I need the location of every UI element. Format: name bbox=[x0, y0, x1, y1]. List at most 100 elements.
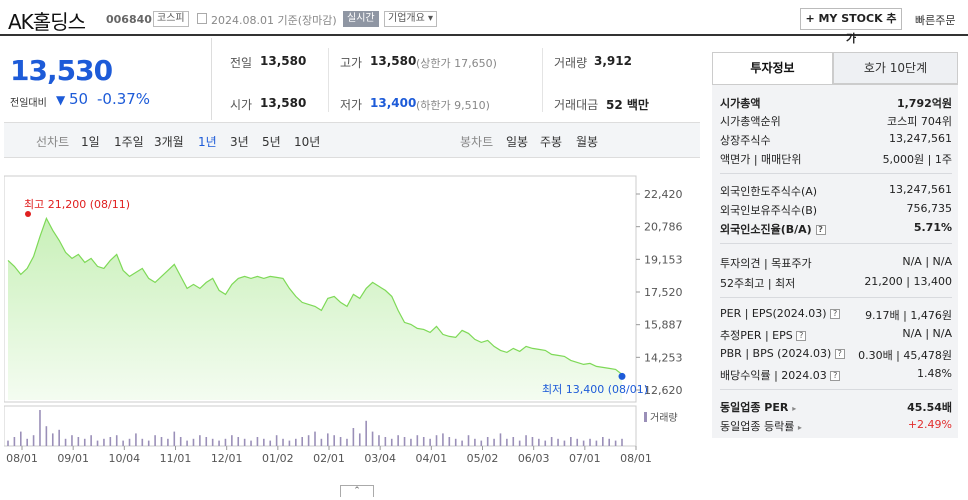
y-tick-label: 14,253 bbox=[644, 351, 683, 364]
prev-label: 전일 bbox=[230, 56, 253, 70]
right-panel: 투자정보 호가 10단계 시가총액 1,792억원 시가총액순위 코스피 704… bbox=[706, 38, 964, 500]
date-value: 2024.08.01 bbox=[211, 14, 274, 27]
y-tick-label: 22,420 bbox=[644, 188, 683, 201]
candle-weekly[interactable]: 주봉 bbox=[540, 135, 563, 149]
row-shares: 상장주식수 13,247,561 bbox=[720, 132, 952, 150]
row-market-cap: 시가총액 1,792억원 bbox=[720, 95, 952, 113]
industry-rate-text: 동일업종 등락률 bbox=[720, 420, 795, 433]
y-tick-label: 20,786 bbox=[644, 221, 683, 234]
row-pbr: PBR | BPS (2024.03) ? 0.30배 | 45,478원 bbox=[720, 347, 952, 365]
period-selector: 선차트 1일 1주일 3개월 1년 3년 5년 10년 봉차트 일봉 주봉 월봉 bbox=[4, 122, 700, 158]
period-1w[interactable]: 1주일 bbox=[114, 135, 144, 149]
industry-per-label[interactable]: 동일업종 PER ▸ bbox=[720, 399, 796, 415]
x-tick-label: 03/04 bbox=[364, 452, 396, 465]
period-1d[interactable]: 1일 bbox=[81, 135, 100, 149]
foreign-limit-label: 외국인한도주식수(A) bbox=[720, 185, 818, 198]
week52-value: 21,200 | 13,400 bbox=[864, 275, 952, 288]
x-tick-label: 12/01 bbox=[211, 452, 243, 465]
line-chart-label: 선차트 bbox=[36, 135, 70, 149]
est-per-value: N/A | N/A bbox=[902, 327, 952, 340]
upper-limit: (상한가 17,650) bbox=[416, 57, 497, 70]
industry-rate-label[interactable]: 동일업종 등락률 ▸ bbox=[720, 418, 802, 434]
period-1y[interactable]: 1년 bbox=[198, 135, 217, 149]
open-value: 13,580 bbox=[260, 96, 307, 110]
est-per-text: 추정PER | EPS bbox=[720, 329, 793, 342]
row-52week: 52주최고 | 최저 21,200 | 13,400 bbox=[720, 275, 952, 293]
x-tick-label: 07/01 bbox=[569, 452, 601, 465]
price-summary: 13,530 전일대비 ▼ 50 -0.37% bbox=[4, 38, 212, 120]
shares-value: 13,247,561 bbox=[889, 132, 952, 145]
period-3y[interactable]: 3년 bbox=[230, 135, 249, 149]
divider bbox=[720, 297, 952, 298]
period-10y[interactable]: 10년 bbox=[294, 135, 321, 149]
help-icon[interactable]: ? bbox=[815, 225, 826, 235]
volume-value: 3,912 bbox=[594, 54, 632, 68]
rank-value: 코스피 704위 bbox=[887, 115, 952, 128]
row-foreign-hold: 외국인보유주식수(B) 756,735 bbox=[720, 202, 952, 220]
y-tick-label: 15,887 bbox=[644, 319, 683, 332]
row-dividend: 배당수익률 | 2024.03 ? 1.48% bbox=[720, 367, 952, 385]
low-marker bbox=[618, 372, 626, 380]
help-icon[interactable]: ? bbox=[834, 349, 845, 359]
volume-legend-label: 거래량 bbox=[650, 412, 678, 424]
x-tick-label: 08/01 bbox=[6, 452, 38, 465]
x-tick-label: 01/02 bbox=[262, 452, 294, 465]
par-value: 5,000원 | 1주 bbox=[882, 153, 952, 166]
candle-chart-label: 봉차트 bbox=[460, 135, 494, 149]
realtime-badge[interactable]: 실시간 bbox=[343, 11, 379, 27]
tab-hoga[interactable]: 호가 10단계 bbox=[833, 52, 958, 84]
candle-daily[interactable]: 일봉 bbox=[506, 135, 529, 149]
candle-monthly[interactable]: 월봉 bbox=[576, 135, 599, 149]
rank-label: 시가총액순위 bbox=[720, 115, 781, 128]
down-arrow-icon: ▼ bbox=[56, 93, 66, 107]
help-icon[interactable]: ? bbox=[796, 331, 807, 341]
add-my-stock-button[interactable]: + MY STOCK 추가 bbox=[800, 8, 902, 45]
quote-grid: 전일 13,580 시가 13,580 고가 13,580 (상한가 17,65… bbox=[212, 38, 702, 122]
price-chart[interactable]: 22,420 20,786 19,153 17,520 15,887 14,253 12,6… bbox=[4, 158, 700, 500]
row-industry-rate: 동일업종 등락률 ▸ +2.49% bbox=[720, 418, 952, 436]
company-overview-button[interactable]: 기업개요 ▾ bbox=[384, 11, 438, 27]
par-label: 액면가 | 매매단위 bbox=[720, 153, 802, 166]
pbr-label: PBR | BPS (2024.03) ? bbox=[720, 347, 845, 360]
volume-legend-swatch bbox=[644, 412, 647, 422]
high-label: 최고 21,200 (08/11) bbox=[24, 198, 130, 211]
period-5y[interactable]: 5년 bbox=[262, 135, 281, 149]
amount-label: 거래대금 bbox=[554, 98, 599, 112]
high-label: 고가 bbox=[340, 56, 363, 70]
stock-code: 006840 bbox=[106, 13, 152, 26]
tab-invest-info[interactable]: 투자정보 bbox=[712, 52, 833, 84]
chevron-up-icon[interactable]: ⌃ bbox=[340, 485, 374, 497]
row-industry-per: 동일업종 PER ▸ 45.54배 bbox=[720, 399, 952, 417]
stock-name: AK홀딩스 bbox=[8, 10, 86, 34]
x-tick-label: 11/01 bbox=[160, 452, 192, 465]
date-text: 2024.08.01 기준(장마감) bbox=[211, 12, 337, 28]
row-est-per: 추정PER | EPS ? N/A | N/A bbox=[720, 327, 952, 345]
chevron-right-icon: ▸ bbox=[797, 423, 802, 432]
current-price: 13,530 bbox=[10, 54, 113, 87]
period-3m[interactable]: 3개월 bbox=[154, 135, 184, 149]
per-value: 9.17배 | 1,476원 bbox=[865, 309, 952, 322]
industry-per-value: 45.54배 bbox=[907, 401, 952, 414]
price-area bbox=[8, 218, 622, 400]
opinion-value: N/A | N/A bbox=[902, 255, 952, 268]
x-tick-label: 04/01 bbox=[415, 452, 447, 465]
opinion-label: 투자의견 | 목표주가 bbox=[720, 257, 812, 270]
pbr-value: 0.30배 | 45,478원 bbox=[858, 349, 952, 362]
row-per: PER | EPS(2024.03) ? 9.17배 | 1,476원 bbox=[720, 307, 952, 325]
help-icon[interactable]: ? bbox=[830, 309, 841, 319]
pbr-text: PBR | BPS (2024.03) bbox=[720, 347, 832, 360]
divider bbox=[720, 243, 952, 244]
week52-label: 52주최고 | 최저 bbox=[720, 277, 796, 290]
price-chart-svg: 22,420 20,786 19,153 17,520 15,887 14,253 12,6… bbox=[4, 175, 683, 465]
foreign-ratio-value: 5.71% bbox=[913, 221, 952, 234]
foreign-hold-value: 756,735 bbox=[906, 202, 953, 215]
right-tabs: 투자정보 호가 10단계 bbox=[712, 52, 958, 84]
open-label: 시가 bbox=[230, 98, 253, 112]
help-icon[interactable]: ? bbox=[830, 371, 841, 381]
y-tick-label: 19,153 bbox=[644, 253, 683, 266]
x-tick-label: 05/02 bbox=[467, 452, 499, 465]
quick-order-button[interactable]: 빠른주문 bbox=[915, 14, 956, 27]
x-tick-label: 10/04 bbox=[108, 452, 140, 465]
lower-limit: (하한가 9,510) bbox=[416, 99, 490, 112]
dividend-label: 배당수익률 | 2024.03 ? bbox=[720, 367, 841, 383]
